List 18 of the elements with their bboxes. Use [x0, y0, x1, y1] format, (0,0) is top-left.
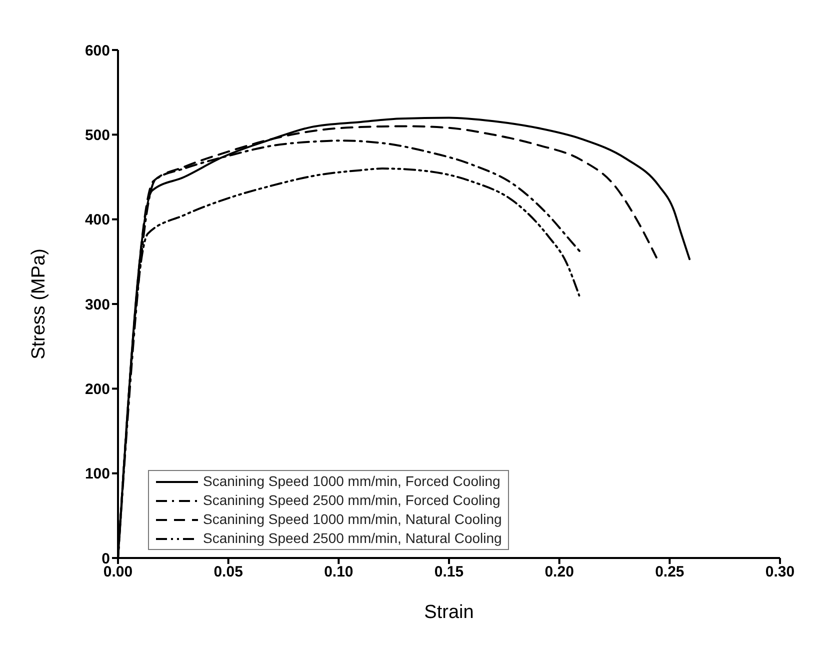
x-tick-label: 0.25 [655, 564, 684, 581]
y-tick-label: 600 [84, 42, 110, 60]
y-tick-label: 100 [84, 466, 110, 483]
x-tick-label: 0.15 [434, 564, 464, 581]
y-axis-title: Stress (MPa) [28, 248, 50, 360]
y-tick-label: 500 [84, 126, 110, 144]
x-tick-label: 0.20 [544, 564, 574, 581]
x-axis-title: Strain [424, 602, 474, 623]
legend-label: Scanining Speed 1000 mm/min, Natural Cooling [203, 510, 502, 529]
x-tick-label: 0.10 [324, 564, 354, 581]
legend-label: Scanining Speed 1000 mm/min, Forced Cooling [203, 472, 500, 491]
x-tick-label: 0.05 [214, 564, 243, 581]
x-tick-label: 0.30 [765, 564, 795, 581]
y-tick-label: 400 [84, 212, 110, 229]
y-tick-label: 200 [84, 380, 110, 398]
legend-label: Scanining Speed 2500 mm/min, Natural Cooling [203, 529, 502, 548]
legend-label: Scanining Speed 2500 mm/min, Forced Cooling [203, 491, 500, 510]
y-tick-label: 300 [84, 296, 110, 314]
